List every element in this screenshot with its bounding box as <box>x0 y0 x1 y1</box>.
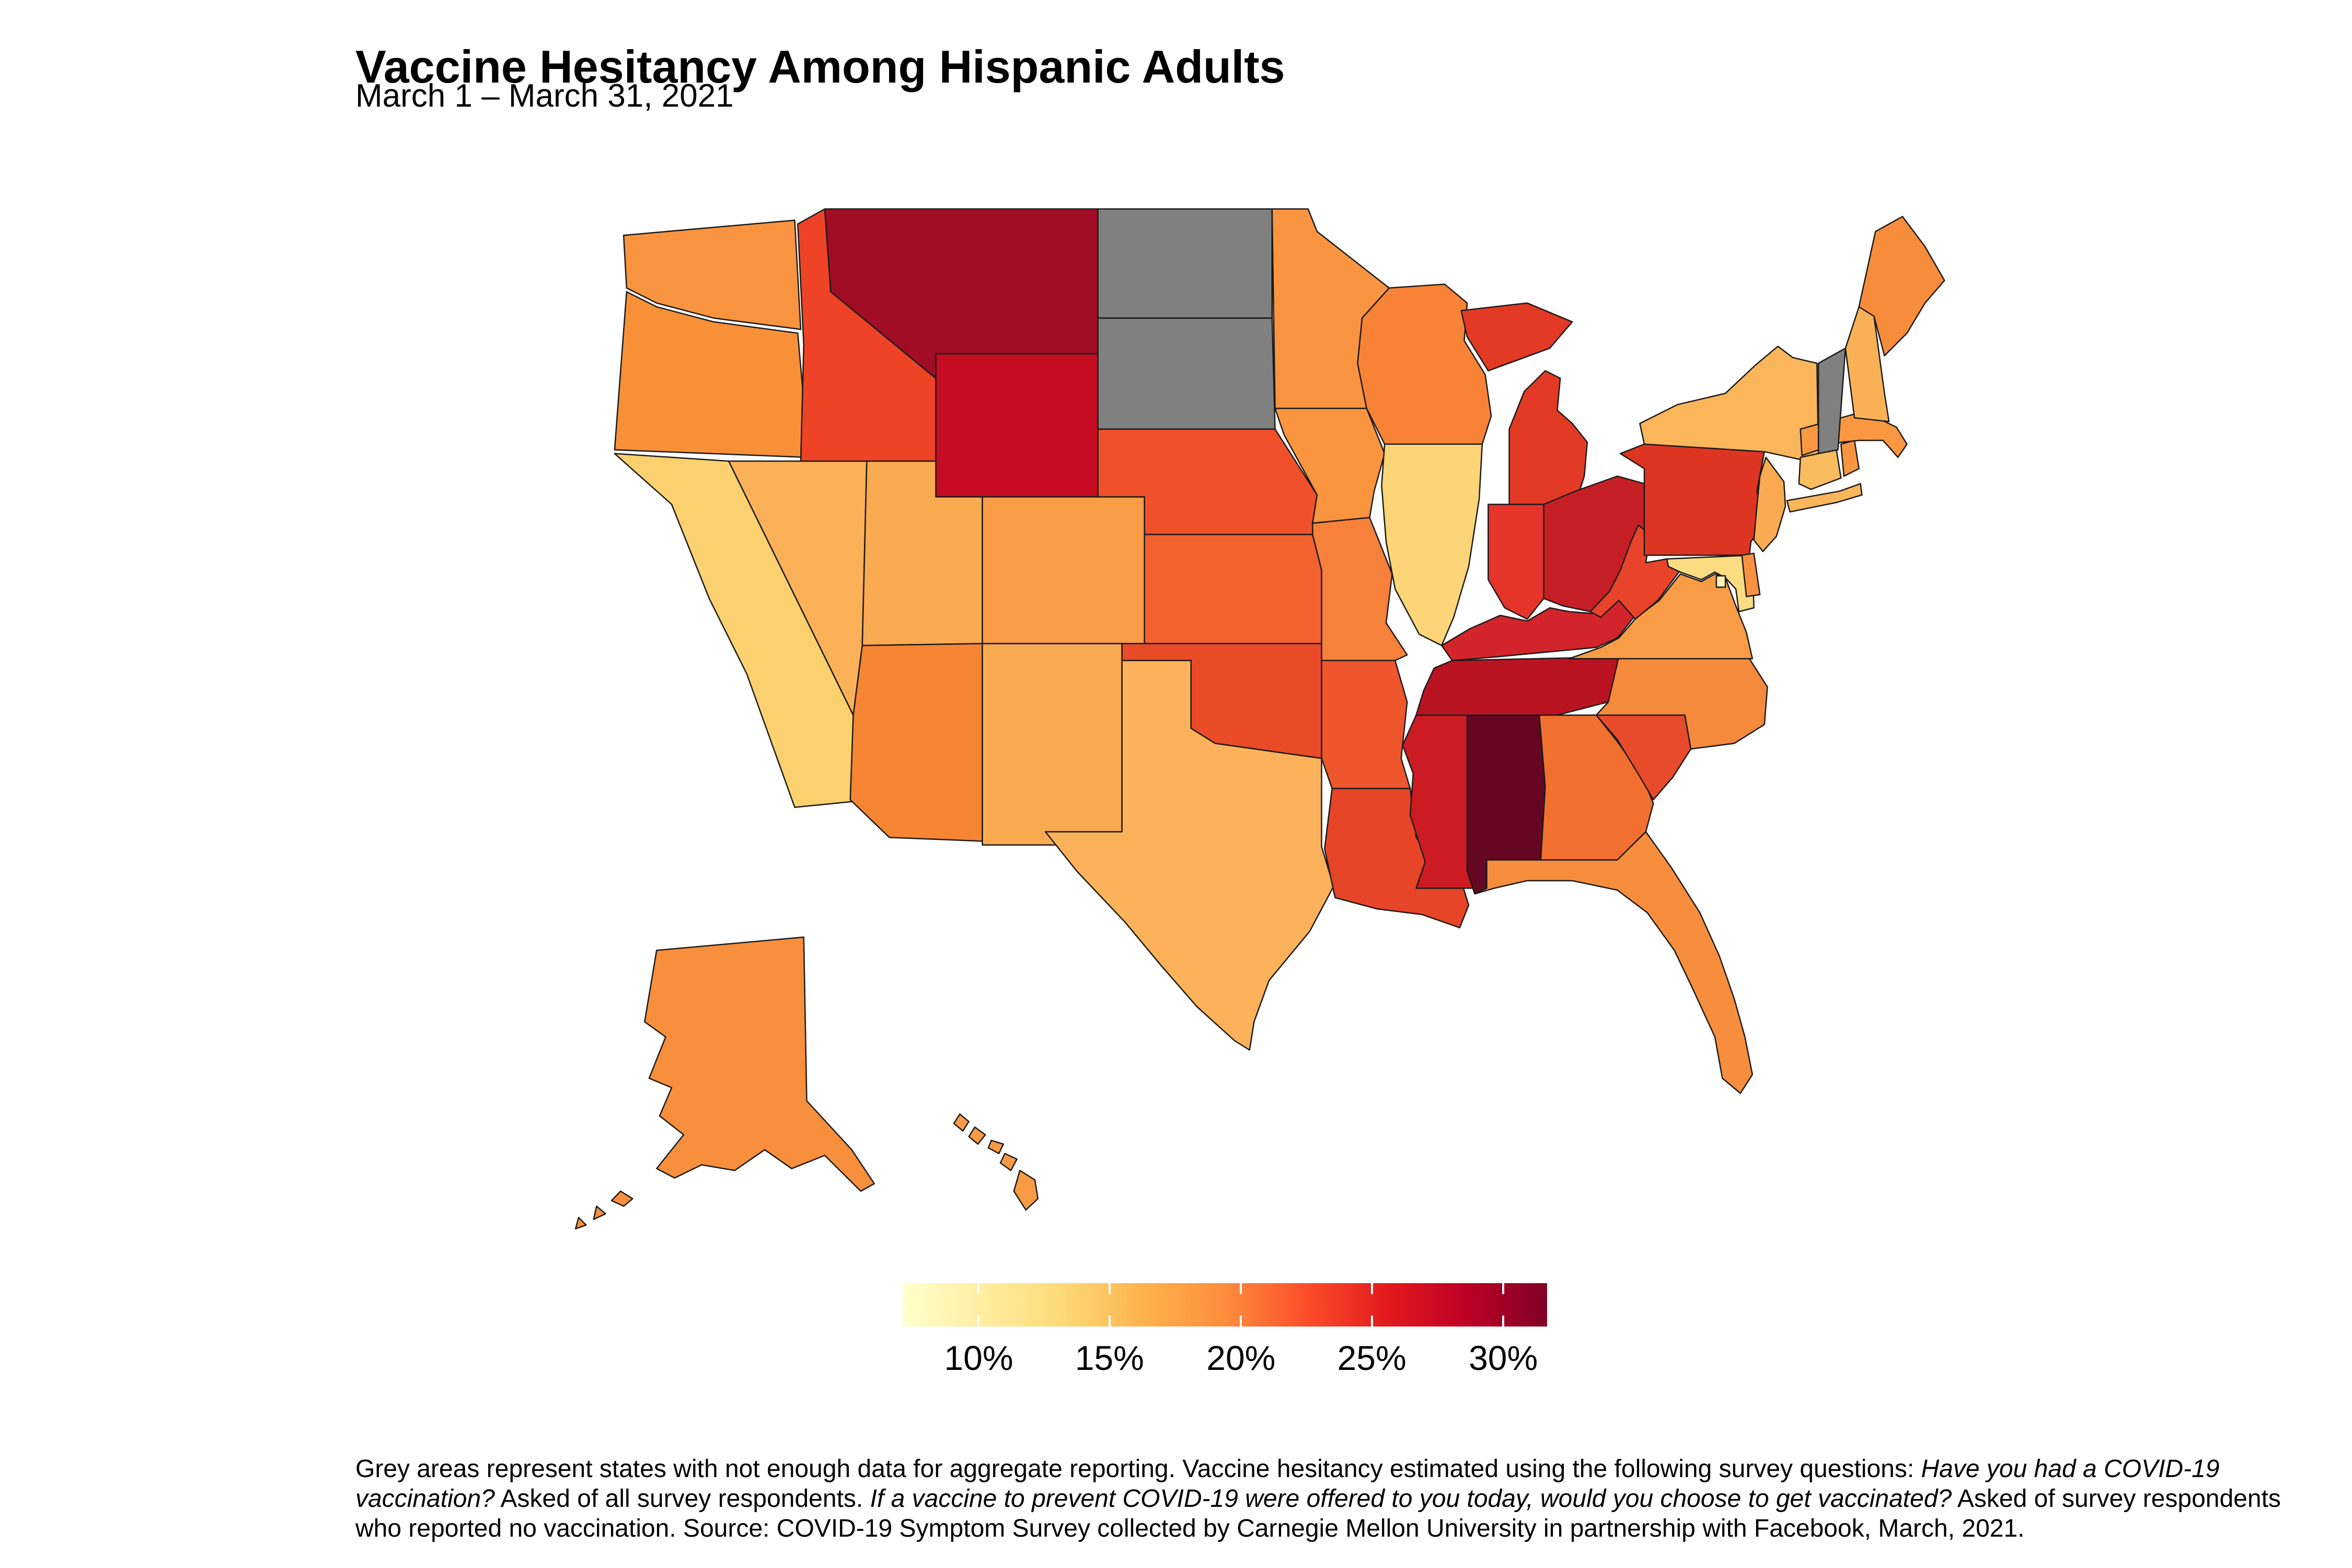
legend-gradient-bar <box>903 1283 1547 1327</box>
state-MI: Michigan <box>1461 303 1573 371</box>
legend-tick-labels: 10% 15% 20% 25% 30% <box>903 1338 1547 1385</box>
state-RI: Rhode Island <box>1841 441 1859 476</box>
state-HI: Hawaii <box>1014 1170 1038 1210</box>
chart-subtitle: March 1 – March 31, 2021 <box>355 78 734 114</box>
state-VT: Vermont: no data <box>1818 348 1846 454</box>
state-WY: Wyoming <box>936 354 1098 497</box>
state-AK: Alaska <box>594 1206 606 1219</box>
legend-tick-mark <box>1370 1283 1373 1294</box>
state-VA: Virginia <box>1569 574 1752 659</box>
state-SD: South Dakota: no data <box>1098 318 1275 429</box>
legend-tick-label: 10% <box>944 1339 1013 1377</box>
footnote-text: Asked of survey respondents who reported… <box>355 1485 2281 1542</box>
state-DE: Delaware <box>1742 554 1760 597</box>
legend-tick-mark <box>1240 1316 1242 1327</box>
legend-tick-mark <box>977 1283 980 1294</box>
legend-tick-mark <box>1502 1316 1505 1327</box>
state-ND: North Dakota: no data <box>1098 209 1272 318</box>
legend-tick-label: 30% <box>1469 1339 1538 1377</box>
state-NJ: New Jersey <box>1754 457 1785 551</box>
legend-tick-mark <box>1240 1283 1242 1294</box>
footnote: Grey areas represent states with not eno… <box>355 1454 2315 1543</box>
state-IL: Illinois <box>1381 444 1482 645</box>
state-OR: Oregon <box>615 292 807 457</box>
legend-tick-label: 25% <box>1337 1339 1406 1377</box>
state-AR: Arkansas <box>1322 661 1410 789</box>
state-WV: West Virginia <box>1590 525 1679 619</box>
state-CT: Connecticut <box>1799 450 1841 490</box>
footnote-text: Grey areas represent states with not eno… <box>355 1455 1921 1483</box>
legend-tick-mark <box>1502 1283 1505 1294</box>
us-choropleth-map: WashingtonOregonCaliforniaNevadaIdahoMon… <box>567 137 2008 1266</box>
legend-tick-mark <box>1370 1316 1373 1327</box>
state-AK: Alaska <box>575 1217 586 1229</box>
state-NY: New York <box>1640 347 1818 459</box>
state-DC: District of Columbia <box>1716 576 1725 587</box>
state-NM: New Mexico <box>983 643 1122 845</box>
footnote-survey-question: If a vaccine to prevent COVID-19 were of… <box>870 1485 1952 1513</box>
state-CO: Colorado <box>983 497 1145 644</box>
state-HI: Hawaii <box>969 1127 986 1144</box>
state-MI: Michigan <box>1509 371 1587 504</box>
state-HI: Hawaii <box>1000 1154 1017 1170</box>
state-FL: Florida <box>1474 832 1752 1093</box>
state-WI: Wisconsin <box>1357 284 1491 444</box>
state-TX: Texas <box>1045 661 1333 1050</box>
footnote-text: Asked of all survey respondents. <box>494 1485 870 1513</box>
footnote-survey-question: Have you had a COVID-19 vaccination? <box>355 1455 2220 1513</box>
state-NY: New York <box>1787 483 1862 512</box>
state-NC: North Carolina <box>1596 657 1767 749</box>
state-WA: Washington <box>624 220 801 329</box>
state-AK: Alaska <box>612 1191 632 1206</box>
legend-tick-mark <box>1108 1316 1111 1327</box>
state-KS: Kansas <box>1145 535 1322 644</box>
legend-tick-mark <box>977 1316 980 1327</box>
state-HI: Hawaii <box>988 1140 1004 1154</box>
legend-tick-mark <box>1108 1283 1111 1294</box>
us-map-svg: WashingtonOregonCaliforniaNevadaIdahoMon… <box>567 137 2008 1266</box>
chart-title: Vaccine Hesitancy Among Hispanic Adults <box>355 40 1285 93</box>
state-ME: Maine <box>1859 216 1945 355</box>
state-AZ: Arizona <box>850 643 983 841</box>
state-HI: Hawaii <box>954 1114 969 1131</box>
state-AK: Alaska <box>644 937 874 1191</box>
legend-tick-label: 15% <box>1075 1339 1144 1377</box>
state-TN: Tennessee <box>1416 657 1633 716</box>
state-IN: Indiana <box>1488 504 1543 619</box>
legend-tick-label: 20% <box>1206 1339 1276 1377</box>
color-legend: 10% 15% 20% 25% 30% <box>903 1283 1547 1385</box>
